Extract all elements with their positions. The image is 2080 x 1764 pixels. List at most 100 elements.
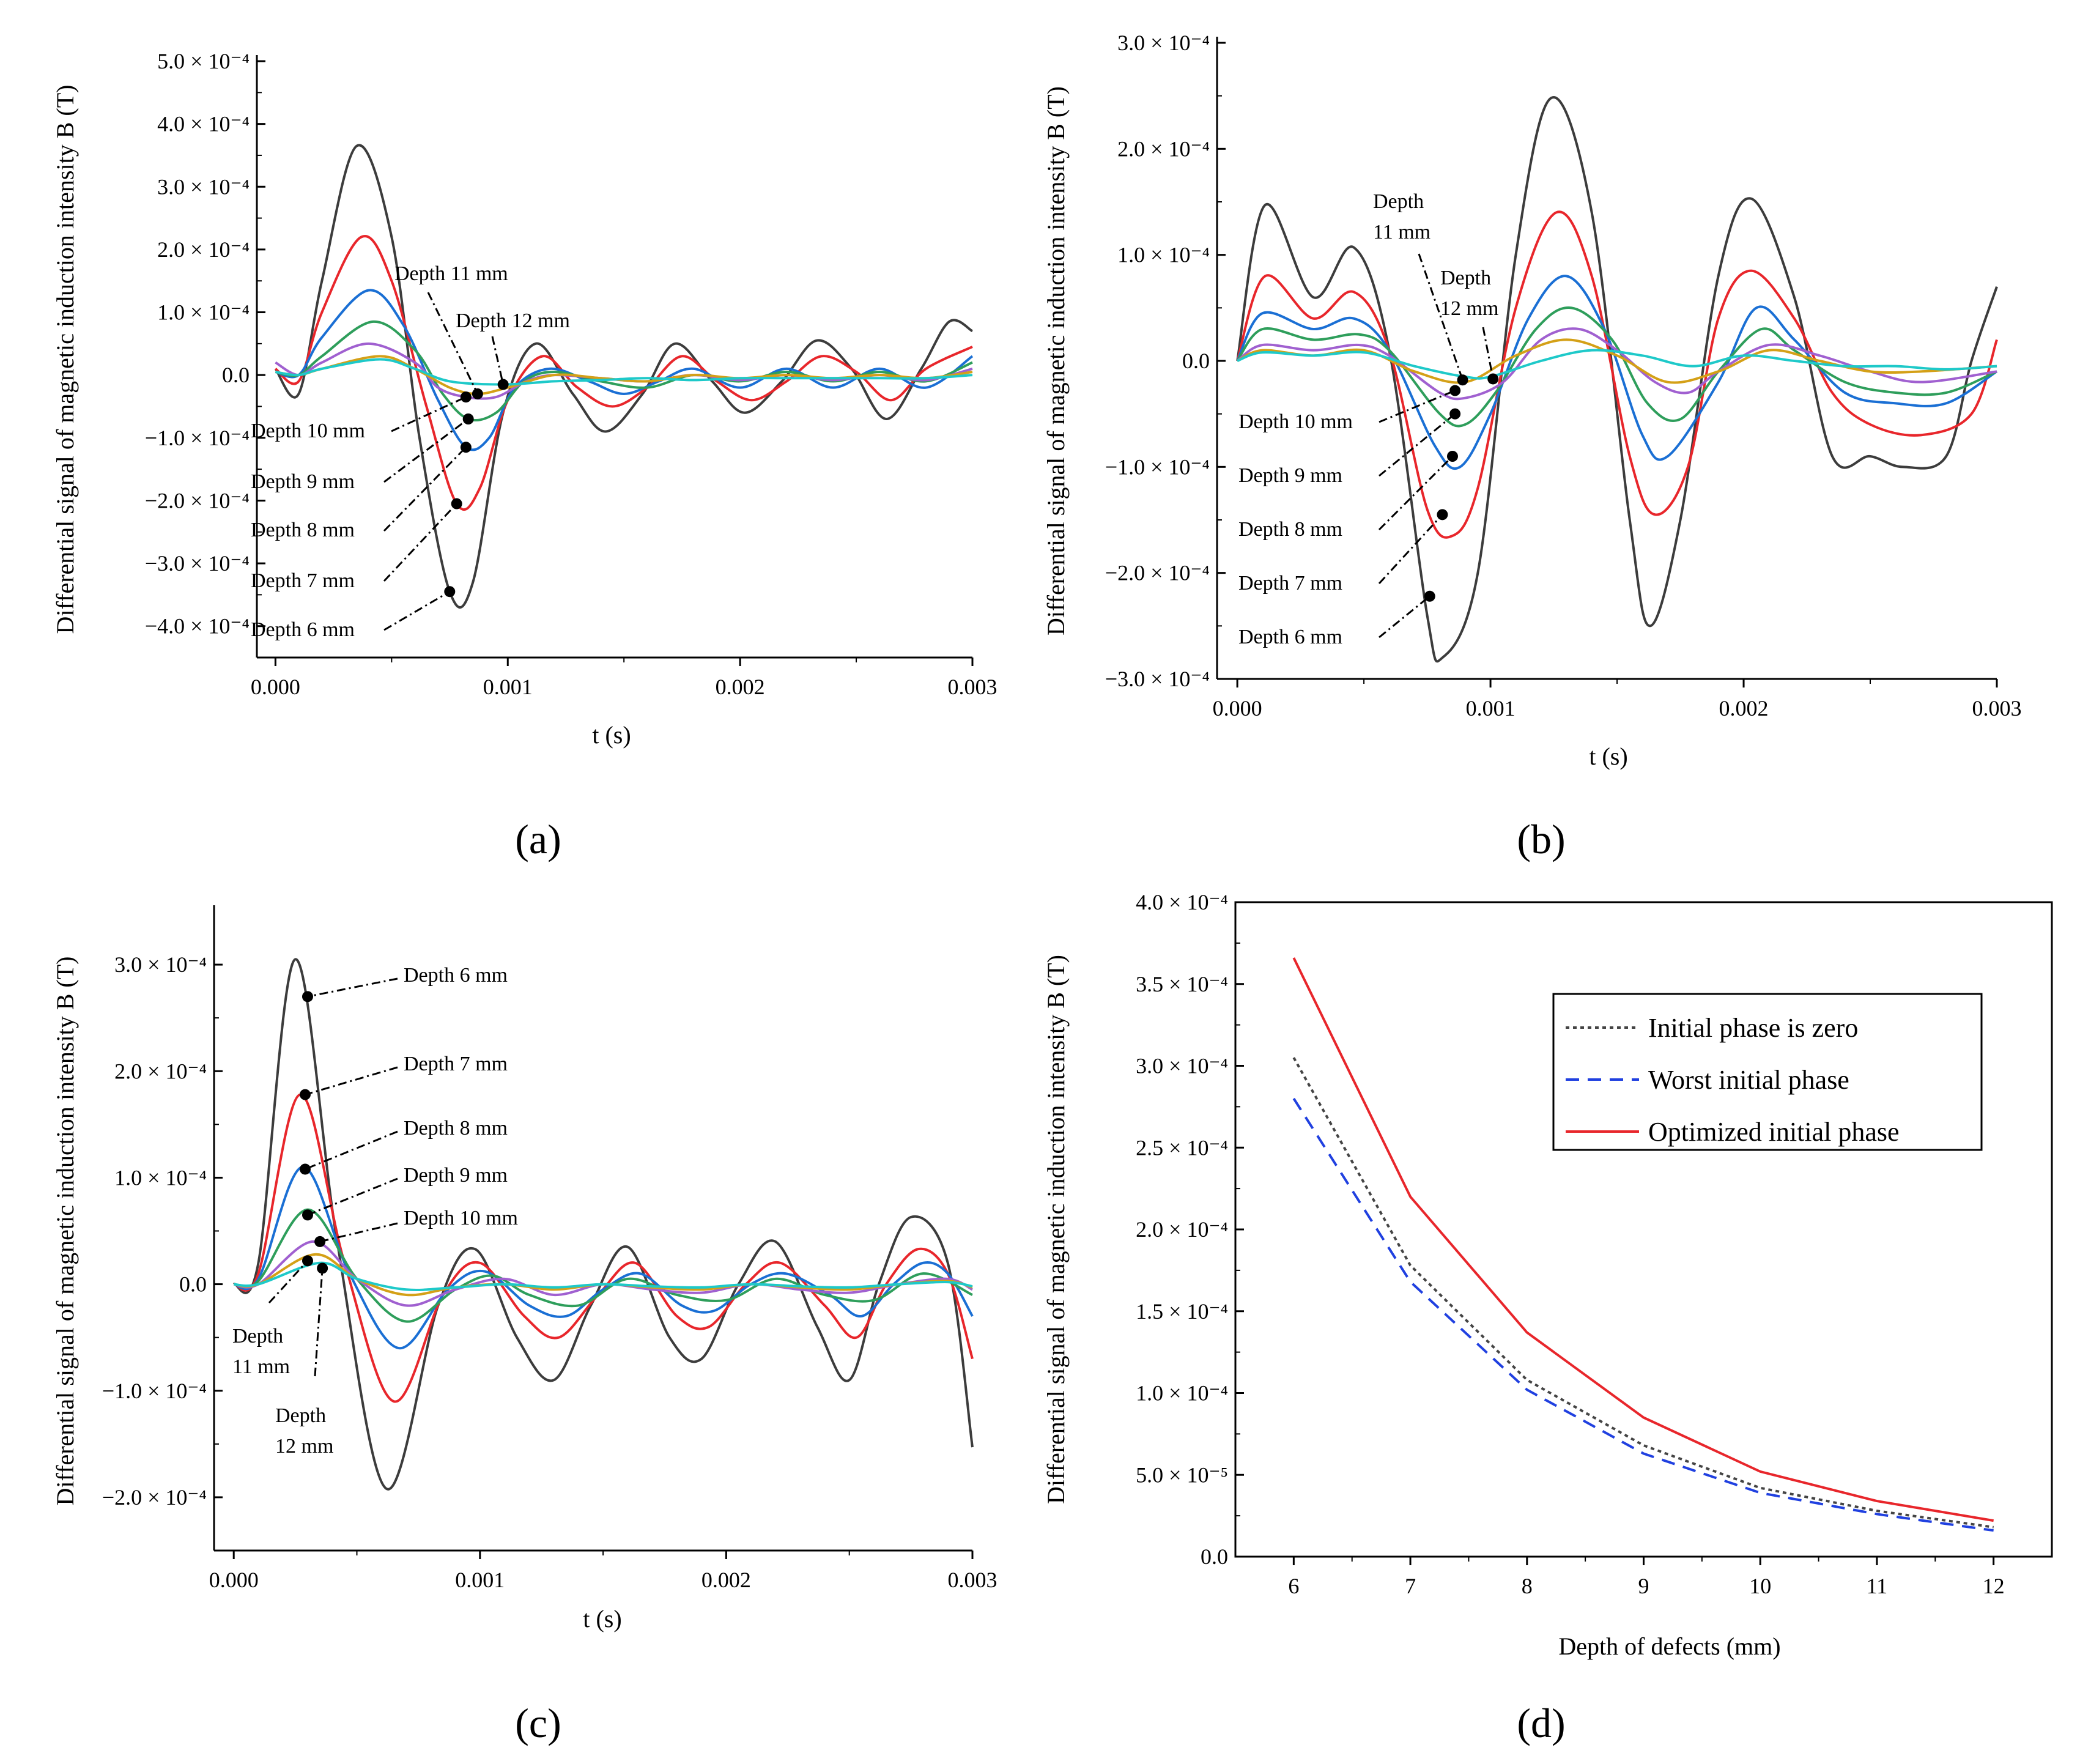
annotation-leader <box>1379 595 1430 639</box>
series-line-depth-8-mm <box>1236 275 1998 470</box>
y-tick-label: 3.0 × 10⁻⁴ <box>157 174 250 199</box>
series-line-depth-6-mm <box>232 958 974 1491</box>
y-tick-label: 5.0 × 10⁻⁵ <box>1136 1462 1228 1487</box>
series-line-depth-10-mm <box>1236 327 1997 401</box>
annotation-label: 12 mm <box>275 1435 333 1458</box>
annotation-label: Depth 10 mm <box>251 420 365 442</box>
legend-label: Optimized initial phase <box>1648 1117 1900 1147</box>
annotation-label: Depth 9 mm <box>404 1164 508 1187</box>
annotation-label: Depth 8 mm <box>251 519 355 541</box>
legend-label: Initial phase is zero <box>1648 1013 1858 1043</box>
panel-label: (a) <box>515 816 561 862</box>
series-line-optimized-initial-phase <box>1292 957 1994 1522</box>
data-marker <box>1487 373 1499 385</box>
annotation-leader <box>1379 390 1456 423</box>
series-line-initial-phase-is-zero <box>1292 1057 1994 1529</box>
annotation-label: Depth 11 mm <box>394 262 508 285</box>
x-tick-label: 8 <box>1522 1574 1533 1598</box>
annotation-leader <box>427 292 479 395</box>
data-marker <box>299 1163 311 1175</box>
x-tick-label: 0.001 <box>455 1568 505 1592</box>
annotation-label: Depth 6 mm <box>404 964 508 987</box>
annotation-label: Depth 10 mm <box>1238 410 1353 433</box>
annotation-label: 12 mm <box>1440 297 1498 320</box>
series-line-depth-12-mm <box>1237 349 1997 380</box>
x-tick-label: 0.000 <box>1213 696 1262 721</box>
y-tick-label: −1.0 × 10⁻⁴ <box>1105 454 1210 479</box>
series-line-depth-12-mm <box>234 1261 973 1291</box>
annotation-leader <box>1379 413 1456 477</box>
series-line-depth-7-mm <box>1236 210 1998 539</box>
legend-label: Worst initial phase <box>1648 1065 1849 1095</box>
x-tick-label: 12 <box>1983 1574 2005 1598</box>
series-line-depth-9-mm <box>1236 306 1997 428</box>
annotation-leader <box>314 1268 324 1377</box>
x-tick-label: 0.001 <box>483 675 533 699</box>
y-tick-label: 1.0 × 10⁻⁴ <box>114 1165 207 1190</box>
data-marker <box>1449 385 1461 396</box>
data-marker <box>1457 374 1468 386</box>
y-tick-label: −3.0 × 10⁻⁴ <box>145 551 250 576</box>
panel-b: −3.0 × 10⁻⁴ −2.0 × 10⁻⁴ −1.0 × 10⁻⁴ 0.0 1.0 … <box>1042 31 2022 862</box>
y-tick-label: 2.0 × 10⁻⁴ <box>114 1059 207 1083</box>
annotation-label: Depth 9 mm <box>251 470 355 493</box>
panel-a: −4.0 × 10⁻⁴ −3.0 × 10⁻⁴ −2.0 × 10⁻⁴ −1.0 × … <box>51 49 997 862</box>
y-axis-label: Differential signal of magnetic inductio… <box>51 85 79 634</box>
annotation-leader <box>307 977 398 998</box>
annotation-leader <box>305 1066 398 1096</box>
y-tick-label: 3.0 × 10⁻⁴ <box>114 952 207 977</box>
annotation-label: 11 mm <box>232 1355 290 1378</box>
x-tick-label: 6 <box>1288 1574 1299 1598</box>
panel-d: 0.0 5.0 × 10⁻⁵ 1.0 × 10⁻⁴ 1.5 × 10⁻⁴ 2.0 × 1… <box>1042 890 2053 1746</box>
y-tick-label: 4.0 × 10⁻⁴ <box>157 112 250 136</box>
y-tick-label: 5.0 × 10⁻⁴ <box>157 49 250 73</box>
y-tick-label: 2.0 × 10⁻⁴ <box>157 237 250 262</box>
panel-label: (b) <box>1517 816 1565 862</box>
annotation-leader <box>383 447 467 532</box>
y-tick-label: 1.0 × 10⁻⁴ <box>1136 1381 1228 1406</box>
annotation-leader <box>383 590 451 631</box>
x-tick-label: 0.003 <box>948 1568 997 1592</box>
y-tick-label: −2.0 × 10⁻⁴ <box>1105 561 1210 585</box>
annotation-leader <box>391 396 467 432</box>
y-tick-label: 1.0 × 10⁻⁴ <box>1117 243 1210 267</box>
annotation-label: Depth <box>1440 267 1491 289</box>
annotation-label: 11 mm <box>1373 221 1430 243</box>
annotation-label: Depth 6 mm <box>251 618 355 641</box>
x-tick-label: 0.000 <box>251 675 300 699</box>
y-tick-label: −3.0 × 10⁻⁴ <box>1105 667 1210 691</box>
series-line-depth-6-mm <box>1236 96 1998 663</box>
annotation-label: Depth 8 mm <box>1238 518 1342 541</box>
y-tick-label: −1.0 × 10⁻⁴ <box>102 1379 207 1403</box>
legend-box <box>1552 993 1983 1151</box>
annotation-label: Depth 7 mm <box>1238 572 1342 595</box>
annotation-label: Depth 10 mm <box>404 1207 518 1229</box>
annotation-leader <box>307 1177 398 1216</box>
annotation-leader <box>383 503 457 582</box>
panel-label: (c) <box>515 1700 561 1746</box>
x-tick-label: 0.003 <box>1972 696 2022 721</box>
y-tick-label: −2.0 × 10⁻⁴ <box>102 1485 207 1510</box>
x-tick-label: 0.002 <box>716 675 765 699</box>
annotation-label: Depth <box>275 1404 326 1427</box>
annotation-leader <box>1378 514 1443 585</box>
annotation-label: Depth 6 mm <box>1238 626 1342 648</box>
annotation-label: Depth <box>1373 190 1424 213</box>
y-axis-label: Differential signal of magnetic inductio… <box>1042 86 1070 636</box>
x-tick-label: 0.002 <box>701 1568 751 1592</box>
panel-label: (d) <box>1517 1700 1565 1746</box>
panel-c: −2.0 × 10⁻⁴ −1.0 × 10⁻⁴ 0.0 1.0 × 10⁻⁴ 2.0 ×… <box>51 905 997 1746</box>
y-tick-label: 3.5 × 10⁻⁴ <box>1136 972 1228 996</box>
series-line-depth-7-mm <box>233 1093 974 1403</box>
annotation-leader <box>1418 253 1464 380</box>
series-line-depth-8-mm <box>275 289 974 451</box>
y-tick-label: −4.0 × 10⁻⁴ <box>145 614 250 639</box>
annotation-label: Depth <box>232 1325 283 1347</box>
data-marker <box>460 391 472 403</box>
series-line-depth-8-mm <box>233 1165 974 1350</box>
annotation-label: Depth 9 mm <box>1238 464 1342 487</box>
annotation-label: Depth 8 mm <box>404 1117 508 1140</box>
y-tick-label: −1.0 × 10⁻⁴ <box>145 426 250 450</box>
x-tick-label: 9 <box>1638 1574 1649 1598</box>
